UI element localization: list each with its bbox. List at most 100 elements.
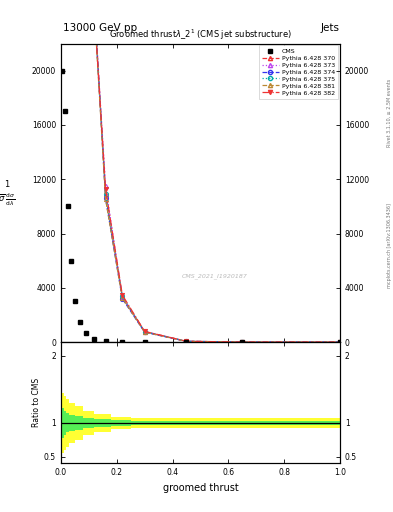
Y-axis label: Ratio to CMS: Ratio to CMS: [32, 378, 41, 428]
CMS: [184, 339, 189, 345]
Pythia 6.428 373: [59, 0, 64, 4]
Pythia 6.428 373: [63, 1, 68, 7]
Pythia 6.428 375: [68, 1, 73, 7]
Pythia 6.428 370: [240, 339, 244, 345]
Y-axis label: $\mathrm{1}$
$\overline{\sigma}$ $\frac{\mathrm{d}\sigma}{\mathrm{d}\lambda}$: $\mathrm{1}$ $\overline{\sigma}$ $\frac{…: [0, 178, 16, 207]
Pythia 6.428 375: [92, 6, 97, 12]
Pythia 6.428 382: [61, 4, 66, 10]
Pythia 6.428 373: [84, 0, 88, 2]
Text: 13000 GeV pp: 13000 GeV pp: [63, 23, 137, 33]
Pythia 6.428 375: [63, 0, 68, 2]
Pythia 6.428 381: [92, 7, 97, 13]
Line: Pythia 6.428 382: Pythia 6.428 382: [60, 0, 342, 344]
Text: Rivet 3.1.10, ≥ 2.5M events: Rivet 3.1.10, ≥ 2.5M events: [387, 78, 392, 147]
Pythia 6.428 373: [68, 4, 73, 10]
Pythia 6.428 374: [120, 295, 125, 302]
Pythia 6.428 370: [103, 191, 108, 197]
CMS: [120, 338, 125, 345]
Pythia 6.428 370: [73, 5, 77, 11]
Pythia 6.428 373: [120, 294, 125, 300]
Pythia 6.428 373: [142, 328, 147, 334]
Pythia 6.428 374: [66, 10, 70, 16]
Text: mcplots.cern.ch [arXiv:1306.3436]: mcplots.cern.ch [arXiv:1306.3436]: [387, 203, 392, 288]
Pythia 6.428 374: [184, 338, 189, 345]
Pythia 6.428 381: [63, 4, 68, 10]
Line: Pythia 6.428 375: Pythia 6.428 375: [60, 0, 342, 344]
Pythia 6.428 382: [73, 6, 77, 12]
Pythia 6.428 382: [142, 328, 147, 334]
CMS: [92, 335, 97, 342]
Pythia 6.428 370: [63, 0, 68, 1]
Pythia 6.428 382: [184, 338, 189, 345]
Pythia 6.428 375: [78, 0, 83, 4]
Pythia 6.428 373: [103, 182, 108, 188]
Pythia 6.428 382: [103, 186, 108, 192]
Pythia 6.428 382: [240, 339, 244, 345]
Line: CMS: CMS: [60, 68, 342, 345]
Pythia 6.428 370: [142, 329, 147, 335]
Pythia 6.428 382: [120, 292, 125, 298]
Pythia 6.428 370: [338, 339, 342, 345]
Pythia 6.428 375: [142, 329, 147, 335]
Pythia 6.428 375: [240, 339, 244, 345]
Pythia 6.428 381: [78, 8, 83, 14]
Pythia 6.428 370: [92, 1, 97, 7]
CMS: [142, 339, 147, 345]
Pythia 6.428 382: [92, 8, 97, 14]
Pythia 6.428 375: [84, 3, 88, 9]
Pythia 6.428 382: [338, 339, 342, 345]
Pythia 6.428 382: [59, 3, 64, 9]
Pythia 6.428 381: [84, 0, 88, 4]
Text: CMS_2021_I1920187: CMS_2021_I1920187: [182, 273, 247, 279]
Pythia 6.428 373: [73, 13, 77, 19]
Line: Pythia 6.428 374: Pythia 6.428 374: [60, 0, 342, 344]
Line: Pythia 6.428 381: Pythia 6.428 381: [60, 0, 342, 344]
Pythia 6.428 381: [240, 339, 244, 345]
CMS: [68, 258, 73, 264]
Pythia 6.428 382: [63, 3, 68, 9]
Pythia 6.428 381: [142, 329, 147, 335]
Pythia 6.428 370: [61, 0, 66, 4]
Pythia 6.428 375: [61, 6, 66, 12]
Legend: CMS, Pythia 6.428 370, Pythia 6.428 373, Pythia 6.428 374, Pythia 6.428 375, Pyt: CMS, Pythia 6.428 370, Pythia 6.428 373,…: [259, 46, 338, 99]
Pythia 6.428 374: [240, 339, 244, 345]
CMS: [63, 109, 68, 115]
Line: Pythia 6.428 370: Pythia 6.428 370: [60, 0, 342, 344]
Pythia 6.428 382: [84, 0, 88, 4]
Pythia 6.428 375: [184, 338, 189, 345]
Pythia 6.428 374: [142, 329, 147, 335]
Pythia 6.428 381: [103, 196, 108, 202]
Pythia 6.428 382: [68, 0, 73, 6]
Pythia 6.428 374: [68, 2, 73, 8]
Pythia 6.428 374: [73, 0, 77, 5]
Text: Jets: Jets: [321, 23, 340, 33]
Pythia 6.428 374: [61, 0, 66, 4]
CMS: [60, 68, 65, 74]
Pythia 6.428 374: [59, 0, 64, 5]
Pythia 6.428 375: [338, 339, 342, 345]
CMS: [103, 338, 108, 344]
Pythia 6.428 382: [78, 0, 83, 2]
Title: Groomed thrust$\lambda\_2^1$ (CMS jet substructure): Groomed thrust$\lambda\_2^1$ (CMS jet su…: [109, 28, 292, 42]
Line: Pythia 6.428 373: Pythia 6.428 373: [60, 0, 342, 344]
Pythia 6.428 381: [59, 3, 64, 9]
Pythia 6.428 373: [92, 4, 97, 10]
CMS: [84, 330, 88, 336]
Pythia 6.428 373: [78, 0, 83, 3]
CMS: [338, 339, 342, 345]
Pythia 6.428 381: [68, 0, 73, 5]
Pythia 6.428 375: [73, 4, 77, 10]
Pythia 6.428 373: [240, 339, 244, 345]
Pythia 6.428 373: [184, 338, 189, 345]
Pythia 6.428 381: [73, 2, 77, 8]
Pythia 6.428 374: [338, 339, 342, 345]
Pythia 6.428 370: [120, 294, 125, 300]
Pythia 6.428 374: [103, 195, 108, 201]
Pythia 6.428 381: [66, 9, 70, 15]
Pythia 6.428 373: [338, 339, 342, 345]
Pythia 6.428 374: [63, 4, 68, 10]
Pythia 6.428 373: [66, 0, 70, 4]
Pythia 6.428 370: [84, 1, 88, 7]
Pythia 6.428 381: [120, 295, 125, 301]
Pythia 6.428 375: [59, 2, 64, 8]
